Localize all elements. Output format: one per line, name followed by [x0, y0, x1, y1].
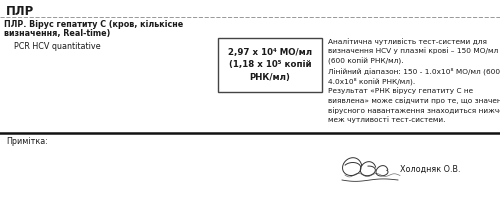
- Bar: [218, 38, 322, 92]
- Text: Холодняк О.В.: Холодняк О.В.: [400, 165, 460, 173]
- Text: визначення, Real-time): визначення, Real-time): [4, 29, 110, 38]
- Text: Аналітична чутливість тест-системи для
визначення HCV у плазмі крові – 150 МО/мл: Аналітична чутливість тест-системи для в…: [328, 38, 500, 123]
- Text: ПЛР. Вірус гепатиту С (кров, кількісне: ПЛР. Вірус гепатиту С (кров, кількісне: [4, 20, 183, 29]
- Text: PCR HCV quantitative: PCR HCV quantitative: [14, 42, 101, 51]
- Text: ПЛР: ПЛР: [6, 5, 34, 18]
- Text: Примітка:: Примітка:: [6, 137, 48, 146]
- Text: 2,97 x 10⁴ МО/мл
(1,18 x 10⁵ копій
РНК/мл): 2,97 x 10⁴ МО/мл (1,18 x 10⁵ копій РНК/м…: [228, 48, 312, 82]
